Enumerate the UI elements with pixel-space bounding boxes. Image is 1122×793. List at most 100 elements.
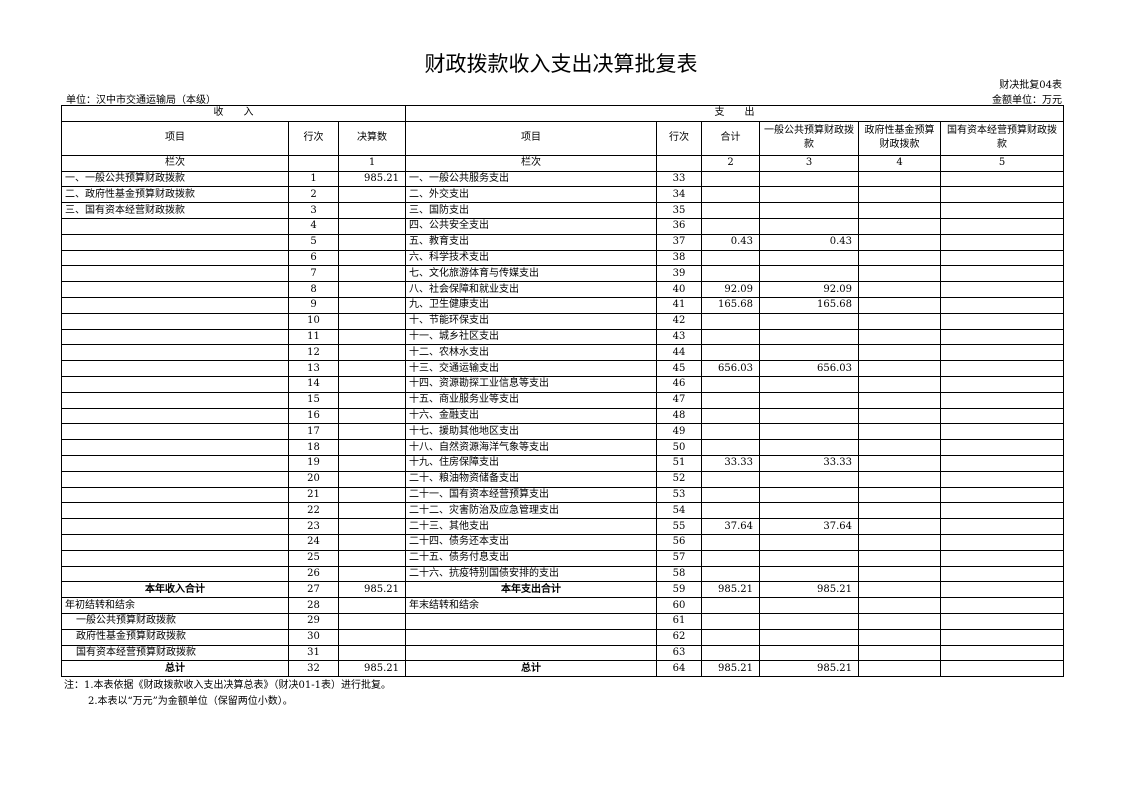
column-header: 行次	[656, 120, 702, 156]
table-row: 8 八、社会保障和就业支出 40 92.09 92.09	[61, 281, 1064, 298]
general-budget	[759, 249, 859, 267]
income-item: 政府性基金预算财政拨款	[61, 628, 289, 646]
expense-line: 49	[656, 423, 702, 441]
income-amount	[338, 186, 406, 204]
page-title: 财政拨款收入支出决算批复表	[424, 52, 698, 76]
table-row: 11 十一、城乡社区支出 43	[61, 328, 1064, 346]
expense-item: 二十一、国有资本经营预算支出	[405, 486, 657, 504]
expense-line: 51	[656, 454, 702, 472]
income-item	[61, 360, 289, 377]
state-capital	[940, 344, 1064, 362]
expense-item: 二、外交支出	[405, 186, 657, 204]
expense-item: 本年支出合计	[405, 581, 657, 599]
income-amount	[338, 249, 406, 267]
state-capital	[940, 375, 1064, 393]
income-line: 4	[288, 217, 339, 235]
income-item	[61, 217, 289, 235]
income-amount	[338, 202, 406, 219]
gov-fund	[858, 407, 941, 425]
gov-fund	[858, 597, 941, 614]
general-budget	[759, 265, 859, 283]
income-item	[61, 249, 289, 267]
income-amount	[338, 565, 406, 583]
table-row: 政府性基金预算财政拨款 30 62	[61, 628, 1064, 646]
income-line: 2	[288, 186, 339, 204]
expense-line: 47	[656, 391, 702, 409]
income-item	[61, 423, 289, 441]
table-row: 18 十八、自然资源海洋气象等支出 50	[61, 439, 1064, 456]
column-header: 政府性基金预算财政拨款	[858, 120, 941, 156]
expense-total: 165.68	[701, 296, 760, 314]
state-capital	[940, 281, 1064, 298]
expense-total: 37.64	[701, 518, 760, 535]
expense-line: 60	[656, 597, 702, 614]
form-code: 财决批复04表	[999, 80, 1062, 91]
expense-item: 十四、资源勘探工业信息等支出	[405, 375, 657, 393]
table-row: 23 二十三、其他支出 55 37.64 37.64	[61, 518, 1064, 535]
gov-fund	[858, 439, 941, 456]
income-line: 32	[288, 660, 339, 678]
expense-total	[701, 328, 760, 346]
expense-line: 59	[656, 581, 702, 599]
table-row: 9 九、卫生健康支出 41 165.68 165.68	[61, 296, 1064, 314]
expense-total	[701, 249, 760, 267]
expense-line: 36	[656, 217, 702, 235]
general-budget	[759, 644, 859, 662]
table-row: 25 二十五、债务付息支出 57	[61, 549, 1064, 567]
table-row: 20 二十、粮油物资储备支出 52	[61, 470, 1064, 488]
income-amount	[338, 628, 406, 646]
expense-item: 十、节能环保支出	[405, 312, 657, 330]
state-capital	[940, 202, 1064, 219]
expense-line: 58	[656, 565, 702, 583]
state-capital	[940, 360, 1064, 377]
income-item	[61, 233, 289, 251]
column-index: 栏次	[405, 154, 657, 172]
income-item: 一般公共预算财政拨款	[61, 612, 289, 630]
expense-line: 53	[656, 486, 702, 504]
income-amount	[338, 344, 406, 362]
income-item: 总计	[61, 660, 289, 678]
state-capital	[940, 518, 1064, 535]
gov-fund	[858, 265, 941, 283]
income-header: 收 入	[61, 105, 406, 122]
gov-fund	[858, 454, 941, 472]
gov-fund	[858, 518, 941, 535]
column-index: 2	[701, 154, 760, 172]
gov-fund	[858, 470, 941, 488]
general-budget	[759, 391, 859, 409]
gov-fund	[858, 249, 941, 267]
expense-line: 52	[656, 470, 702, 488]
income-amount	[338, 360, 406, 377]
income-line: 1	[288, 170, 339, 188]
column-header: 合计	[701, 120, 760, 156]
income-item	[61, 486, 289, 504]
gov-fund	[858, 581, 941, 599]
income-line: 6	[288, 249, 339, 267]
table-row: 22 二十二、灾害防治及应急管理支出 54	[61, 502, 1064, 520]
general-budget	[759, 612, 859, 630]
gov-fund	[858, 328, 941, 346]
general-budget	[759, 186, 859, 204]
state-capital	[940, 233, 1064, 251]
state-capital	[940, 502, 1064, 520]
table-row: 13 十三、交通运输支出 45 656.03 656.03	[61, 360, 1064, 377]
income-line: 19	[288, 454, 339, 472]
expense-line: 43	[656, 328, 702, 346]
state-capital	[940, 565, 1064, 583]
expense-item	[405, 628, 657, 646]
gov-fund	[858, 233, 941, 251]
expense-item: 二十五、债务付息支出	[405, 549, 657, 567]
income-item	[61, 502, 289, 520]
expense-line: 62	[656, 628, 702, 646]
income-item	[61, 312, 289, 330]
general-budget	[759, 439, 859, 456]
state-capital	[940, 660, 1064, 678]
table-row: 一、一般公共预算财政拨款 1 985.21 一、一般公共服务支出 33	[61, 170, 1064, 188]
expense-line: 56	[656, 533, 702, 551]
expense-item: 二十三、其他支出	[405, 518, 657, 535]
state-capital	[940, 265, 1064, 283]
income-line: 15	[288, 391, 339, 409]
income-amount	[338, 644, 406, 662]
income-amount	[338, 423, 406, 441]
state-capital	[940, 597, 1064, 614]
